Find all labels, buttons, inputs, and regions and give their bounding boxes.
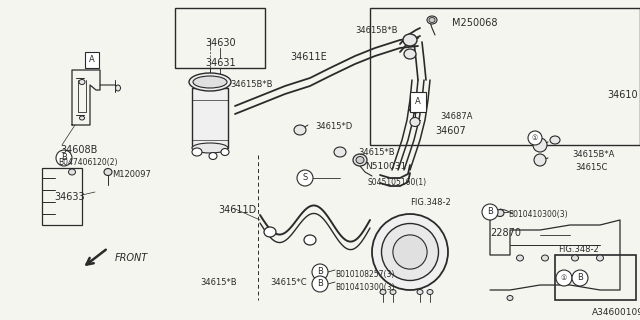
Ellipse shape	[507, 295, 513, 300]
Text: ①: ①	[561, 275, 567, 281]
Ellipse shape	[221, 148, 229, 156]
Ellipse shape	[390, 290, 396, 294]
Ellipse shape	[264, 227, 276, 237]
Text: A: A	[89, 55, 95, 65]
Circle shape	[572, 270, 588, 286]
Bar	[555, 255, 636, 300]
Text: B: B	[577, 274, 583, 283]
Circle shape	[534, 154, 546, 166]
Text: 34608B: 34608B	[60, 145, 97, 155]
Circle shape	[556, 270, 572, 286]
Bar	[192, 88, 228, 148]
Circle shape	[528, 131, 542, 145]
Text: M120097: M120097	[112, 170, 151, 179]
Ellipse shape	[192, 148, 202, 156]
Text: B: B	[487, 207, 493, 217]
Text: B: B	[61, 154, 67, 163]
Circle shape	[381, 223, 438, 281]
Text: 34630: 34630	[205, 38, 236, 48]
Circle shape	[393, 235, 427, 269]
Ellipse shape	[496, 210, 504, 217]
Ellipse shape	[596, 255, 604, 261]
Ellipse shape	[404, 49, 416, 59]
Text: A346001093: A346001093	[592, 308, 640, 317]
Bar	[85, 52, 99, 68]
Text: B047406120(2): B047406120(2)	[58, 158, 118, 167]
Text: FIG.348-2: FIG.348-2	[558, 245, 599, 254]
Text: 34615B*B: 34615B*B	[355, 26, 397, 35]
Circle shape	[533, 138, 547, 152]
Text: FRONT: FRONT	[115, 253, 148, 263]
Ellipse shape	[79, 79, 85, 84]
Ellipse shape	[409, 103, 421, 113]
Ellipse shape	[572, 255, 579, 261]
Ellipse shape	[334, 147, 346, 157]
Ellipse shape	[193, 76, 227, 88]
Text: 34633: 34633	[54, 192, 84, 202]
Text: 22870: 22870	[490, 228, 521, 238]
Ellipse shape	[410, 117, 420, 126]
Ellipse shape	[68, 169, 76, 175]
Text: B: B	[317, 268, 323, 276]
Text: A: A	[415, 98, 421, 107]
Text: 34610: 34610	[607, 90, 637, 100]
Ellipse shape	[356, 156, 364, 164]
Bar	[42, 168, 82, 225]
Circle shape	[56, 150, 72, 166]
Circle shape	[372, 214, 448, 290]
Text: M250068: M250068	[452, 18, 497, 28]
Ellipse shape	[541, 255, 548, 261]
Ellipse shape	[304, 235, 316, 245]
Bar	[175, 8, 265, 68]
Text: 34607: 34607	[435, 126, 466, 136]
Ellipse shape	[403, 34, 417, 46]
Text: 34615*D: 34615*D	[315, 122, 352, 131]
Bar	[410, 92, 426, 112]
Text: N510031: N510031	[365, 162, 406, 171]
Text: 34615B*B: 34615B*B	[230, 80, 273, 89]
Circle shape	[482, 204, 498, 220]
Ellipse shape	[104, 169, 112, 175]
Text: B010410300(3): B010410300(3)	[335, 283, 395, 292]
Text: FIG.348-2: FIG.348-2	[410, 198, 451, 207]
Text: 34615C: 34615C	[575, 163, 607, 172]
Ellipse shape	[189, 73, 231, 91]
Ellipse shape	[516, 255, 524, 261]
Ellipse shape	[550, 136, 560, 144]
Text: 34615B*A: 34615B*A	[572, 150, 614, 159]
Text: 34687A: 34687A	[440, 112, 472, 121]
Text: 34615*B: 34615*B	[358, 148, 395, 157]
Ellipse shape	[429, 18, 435, 22]
Bar	[370, 8, 640, 145]
Circle shape	[297, 170, 313, 186]
Ellipse shape	[380, 290, 386, 294]
Ellipse shape	[294, 125, 306, 135]
Ellipse shape	[427, 16, 437, 24]
Ellipse shape	[353, 154, 367, 166]
Ellipse shape	[115, 85, 120, 91]
Text: B: B	[317, 279, 323, 289]
Text: S045105160(1): S045105160(1)	[368, 178, 427, 187]
Text: S: S	[302, 173, 308, 182]
Ellipse shape	[427, 290, 433, 294]
Text: 34611E: 34611E	[290, 52, 327, 62]
Text: 34611D: 34611D	[218, 205, 256, 215]
Text: 34631: 34631	[205, 58, 236, 68]
Ellipse shape	[192, 143, 228, 153]
Text: ①: ①	[532, 135, 538, 141]
Text: 34615*B: 34615*B	[200, 278, 237, 287]
Ellipse shape	[417, 290, 423, 294]
Text: 34615*C: 34615*C	[270, 278, 307, 287]
Ellipse shape	[209, 153, 217, 159]
Text: B010108257(3): B010108257(3)	[335, 270, 394, 279]
Text: B010410300(3): B010410300(3)	[508, 210, 568, 219]
Ellipse shape	[79, 116, 84, 120]
Circle shape	[312, 264, 328, 280]
Circle shape	[312, 276, 328, 292]
